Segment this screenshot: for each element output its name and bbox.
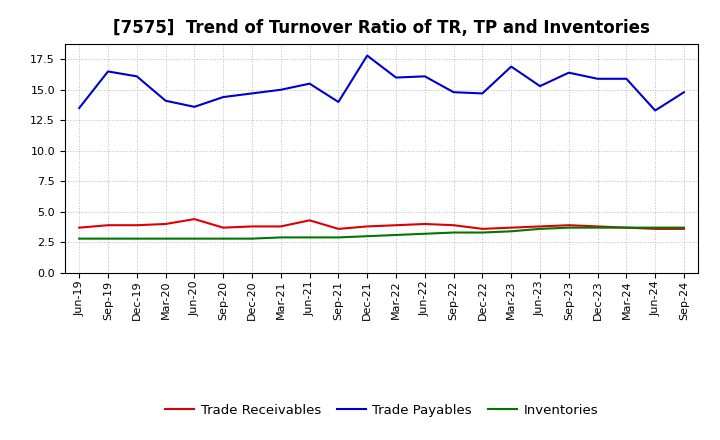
Inventories <box>507 229 516 234</box>
Trade Receivables <box>161 221 170 227</box>
Trade Payables <box>363 53 372 58</box>
Trade Payables <box>593 76 602 81</box>
Trade Payables <box>392 75 400 80</box>
Trade Payables <box>161 98 170 103</box>
Inventories <box>449 230 458 235</box>
Trade Receivables <box>248 224 256 229</box>
Trade Receivables <box>651 226 660 231</box>
Trade Payables <box>680 90 688 95</box>
Inventories <box>392 232 400 238</box>
Trade Payables <box>104 69 112 74</box>
Line: Trade Receivables: Trade Receivables <box>79 219 684 229</box>
Inventories <box>593 225 602 230</box>
Inventories <box>651 225 660 230</box>
Trade Receivables <box>276 224 285 229</box>
Trade Receivables <box>622 225 631 230</box>
Trade Receivables <box>536 224 544 229</box>
Trade Payables <box>449 90 458 95</box>
Trade Payables <box>132 73 141 79</box>
Trade Receivables <box>363 224 372 229</box>
Inventories <box>104 236 112 241</box>
Title: [7575]  Trend of Turnover Ratio of TR, TP and Inventories: [7575] Trend of Turnover Ratio of TR, TP… <box>113 19 650 37</box>
Trade Receivables <box>478 226 487 231</box>
Line: Trade Payables: Trade Payables <box>79 55 684 110</box>
Trade Payables <box>420 73 429 79</box>
Trade Receivables <box>132 223 141 228</box>
Inventories <box>680 225 688 230</box>
Inventories <box>132 236 141 241</box>
Trade Receivables <box>219 225 228 230</box>
Trade Payables <box>75 106 84 111</box>
Trade Receivables <box>507 225 516 230</box>
Trade Receivables <box>449 223 458 228</box>
Trade Payables <box>507 64 516 69</box>
Trade Receivables <box>190 216 199 222</box>
Trade Receivables <box>75 225 84 230</box>
Inventories <box>564 225 573 230</box>
Inventories <box>363 234 372 239</box>
Inventories <box>334 235 343 240</box>
Line: Inventories: Inventories <box>79 227 684 238</box>
Trade Payables <box>478 91 487 96</box>
Trade Payables <box>622 76 631 81</box>
Legend: Trade Receivables, Trade Payables, Inventories: Trade Receivables, Trade Payables, Inven… <box>160 398 603 422</box>
Trade Payables <box>248 91 256 96</box>
Trade Payables <box>536 84 544 89</box>
Trade Payables <box>219 95 228 100</box>
Trade Receivables <box>593 224 602 229</box>
Trade Payables <box>276 87 285 92</box>
Inventories <box>276 235 285 240</box>
Trade Payables <box>651 108 660 113</box>
Trade Receivables <box>420 221 429 227</box>
Trade Payables <box>564 70 573 75</box>
Trade Receivables <box>392 223 400 228</box>
Inventories <box>305 235 314 240</box>
Inventories <box>536 226 544 231</box>
Inventories <box>219 236 228 241</box>
Trade Payables <box>190 104 199 110</box>
Inventories <box>622 225 631 230</box>
Inventories <box>190 236 199 241</box>
Inventories <box>420 231 429 236</box>
Trade Payables <box>334 99 343 105</box>
Trade Receivables <box>305 218 314 223</box>
Inventories <box>478 230 487 235</box>
Trade Receivables <box>104 223 112 228</box>
Trade Payables <box>305 81 314 86</box>
Inventories <box>161 236 170 241</box>
Trade Receivables <box>564 223 573 228</box>
Inventories <box>248 236 256 241</box>
Trade Receivables <box>680 226 688 231</box>
Inventories <box>75 236 84 241</box>
Trade Receivables <box>334 226 343 231</box>
